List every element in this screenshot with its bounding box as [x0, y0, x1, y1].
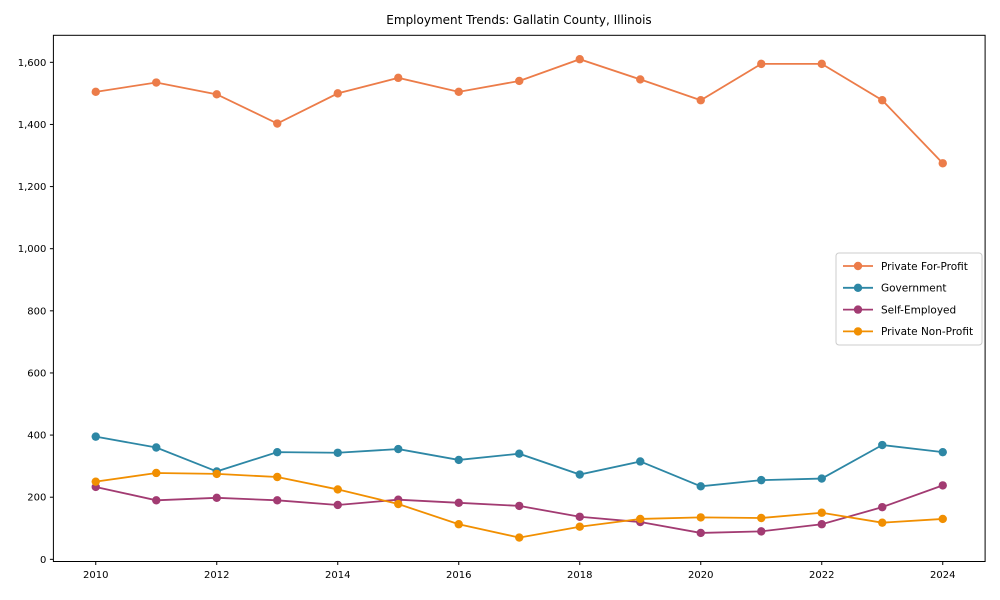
series-marker-self-employed — [273, 496, 282, 505]
series-marker-private-for-profit — [878, 96, 887, 105]
y-tick-label: 1,200 — [18, 182, 47, 193]
series-marker-self-employed — [757, 527, 766, 536]
legend-box — [835, 252, 983, 346]
series-marker-government — [696, 482, 705, 491]
series-marker-government — [515, 449, 524, 458]
series-marker-private-non-profit — [212, 469, 221, 479]
series-marker-private-for-profit — [515, 76, 524, 86]
x-tick-label: 2016 — [446, 570, 471, 581]
series-marker-private-for-profit — [91, 87, 100, 97]
legend-label: Government — [881, 283, 946, 295]
series-marker-government — [333, 448, 342, 457]
series-marker-self-employed — [878, 502, 887, 512]
x-tick-label: 2020 — [688, 570, 713, 581]
series-marker-government — [454, 455, 463, 465]
y-tick-label: 400 — [27, 431, 46, 442]
series-marker-private-for-profit — [212, 90, 221, 99]
y-tick-label: 1,000 — [18, 244, 47, 255]
y-tick-label: 800 — [27, 306, 46, 317]
legend-swatch-marker — [853, 327, 863, 336]
series-marker-self-employed — [152, 496, 161, 505]
series-marker-self-employed — [817, 520, 826, 529]
series-marker-private-non-profit — [696, 513, 705, 522]
x-tick-label: 2018 — [567, 570, 592, 581]
series-marker-government — [878, 440, 887, 450]
x-tick-label: 2012 — [204, 570, 229, 581]
y-tick-label: 600 — [27, 368, 46, 379]
x-tick-label: 2010 — [83, 570, 108, 581]
legend-swatch-marker — [853, 283, 863, 292]
series-marker-private-for-profit — [394, 73, 403, 83]
series-marker-private-for-profit — [636, 75, 645, 84]
series-marker-private-non-profit — [91, 477, 100, 486]
legend-label: Self-Employed — [881, 304, 956, 316]
series-marker-private-for-profit — [333, 89, 342, 98]
x-tick-label: 2024 — [930, 570, 955, 581]
y-tick-label: 1,600 — [18, 58, 47, 69]
series-marker-private-non-profit — [636, 514, 645, 524]
series-marker-self-employed — [212, 493, 221, 503]
series-marker-private-for-profit — [696, 96, 705, 105]
series-marker-private-for-profit — [757, 59, 766, 69]
y-tick-label: 0 — [40, 555, 46, 566]
series-marker-self-employed — [575, 512, 584, 521]
series-marker-private-non-profit — [938, 514, 947, 524]
series-marker-private-for-profit — [152, 78, 161, 87]
series-marker-government — [636, 457, 645, 466]
series-marker-self-employed — [515, 501, 524, 511]
x-tick-label: 2014 — [325, 570, 350, 581]
series-marker-government — [91, 432, 100, 441]
series-marker-private-non-profit — [273, 472, 282, 482]
series-marker-private-non-profit — [333, 485, 342, 494]
series-marker-private-non-profit — [575, 522, 584, 531]
series-marker-private-for-profit — [938, 159, 947, 168]
series-marker-self-employed — [696, 528, 705, 538]
series-marker-private-for-profit — [575, 55, 584, 64]
y-tick-label: 200 — [27, 493, 46, 504]
series-marker-private-non-profit — [757, 513, 766, 523]
series-marker-self-employed — [333, 500, 342, 510]
plot-area-border — [52, 34, 986, 563]
legend-swatch-marker — [853, 261, 863, 271]
series-marker-private-non-profit — [878, 518, 887, 527]
x-tick-label: 2022 — [809, 570, 834, 581]
legend-label: Private Non-Profit — [881, 326, 973, 338]
series-marker-self-employed — [454, 498, 463, 507]
series-marker-private-for-profit — [273, 119, 282, 128]
series-marker-private-for-profit — [454, 87, 463, 97]
series-line-private-for-profit — [95, 58, 944, 164]
series-marker-self-employed — [938, 481, 947, 490]
series-line-government — [95, 435, 943, 488]
legend-swatch-marker — [853, 305, 863, 314]
series-marker-private-non-profit — [515, 533, 524, 542]
legend-label: Private For-Profit — [881, 261, 968, 273]
series-marker-private-non-profit — [454, 520, 463, 529]
series-marker-government — [575, 470, 584, 479]
series-marker-government — [394, 444, 403, 454]
series-marker-private-non-profit — [152, 468, 161, 478]
series-marker-government — [757, 475, 766, 485]
chart-title: Employment Trends: Gallatin County, Illi… — [386, 13, 652, 27]
series-marker-government — [152, 443, 161, 452]
series-marker-private-non-profit — [817, 508, 826, 517]
y-tick-label: 1,400 — [18, 120, 47, 131]
series-marker-private-non-profit — [394, 499, 403, 509]
series-marker-government — [938, 447, 947, 457]
series-marker-government — [273, 447, 282, 457]
series-marker-private-for-profit — [817, 59, 826, 69]
series-marker-government — [817, 474, 826, 483]
